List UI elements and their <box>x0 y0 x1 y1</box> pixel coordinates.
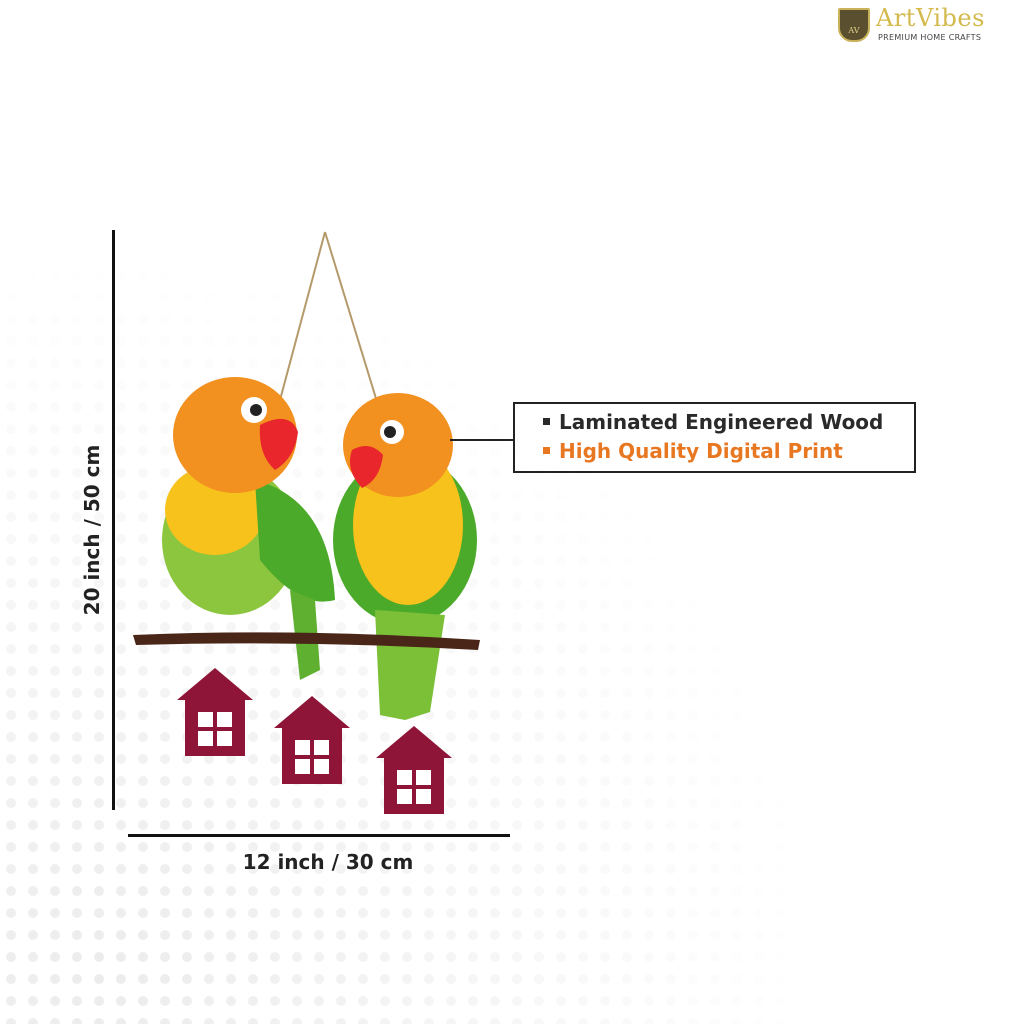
feature-item: High Quality Digital Print <box>543 437 914 466</box>
hanging-string <box>279 231 379 406</box>
bullet-icon <box>543 447 550 454</box>
logo-shield-icon: AV <box>838 8 870 42</box>
house-ornament <box>274 696 350 784</box>
logo-badge-text: AV <box>848 26 860 35</box>
left-parrot <box>162 377 335 680</box>
feature-item: Laminated Engineered Wood <box>543 408 914 437</box>
house-ornament <box>177 668 253 756</box>
features-callout: Laminated Engineered Wood High Quality D… <box>513 402 916 473</box>
brand-tagline: PREMIUM HOME CRAFTS <box>878 33 982 42</box>
width-label: 12 inch / 30 cm <box>242 850 414 874</box>
feature-text: High Quality Digital Print <box>559 439 843 463</box>
width-dimension-line <box>128 834 510 837</box>
height-label: 20 inch / 50 cm <box>80 444 104 616</box>
house-ornament <box>376 726 452 814</box>
right-parrot <box>333 393 477 720</box>
brand-logo: AV ArtVibes PREMIUM HOME CRAFTS <box>838 4 1018 46</box>
branch <box>133 632 480 650</box>
bullet-icon <box>543 418 550 425</box>
feature-text: Laminated Engineered Wood <box>559 410 884 434</box>
callout-connector <box>450 439 514 441</box>
height-dimension-line <box>112 230 115 810</box>
hanging-houses <box>177 668 452 814</box>
brand-name: ArtVibes <box>876 4 985 32</box>
